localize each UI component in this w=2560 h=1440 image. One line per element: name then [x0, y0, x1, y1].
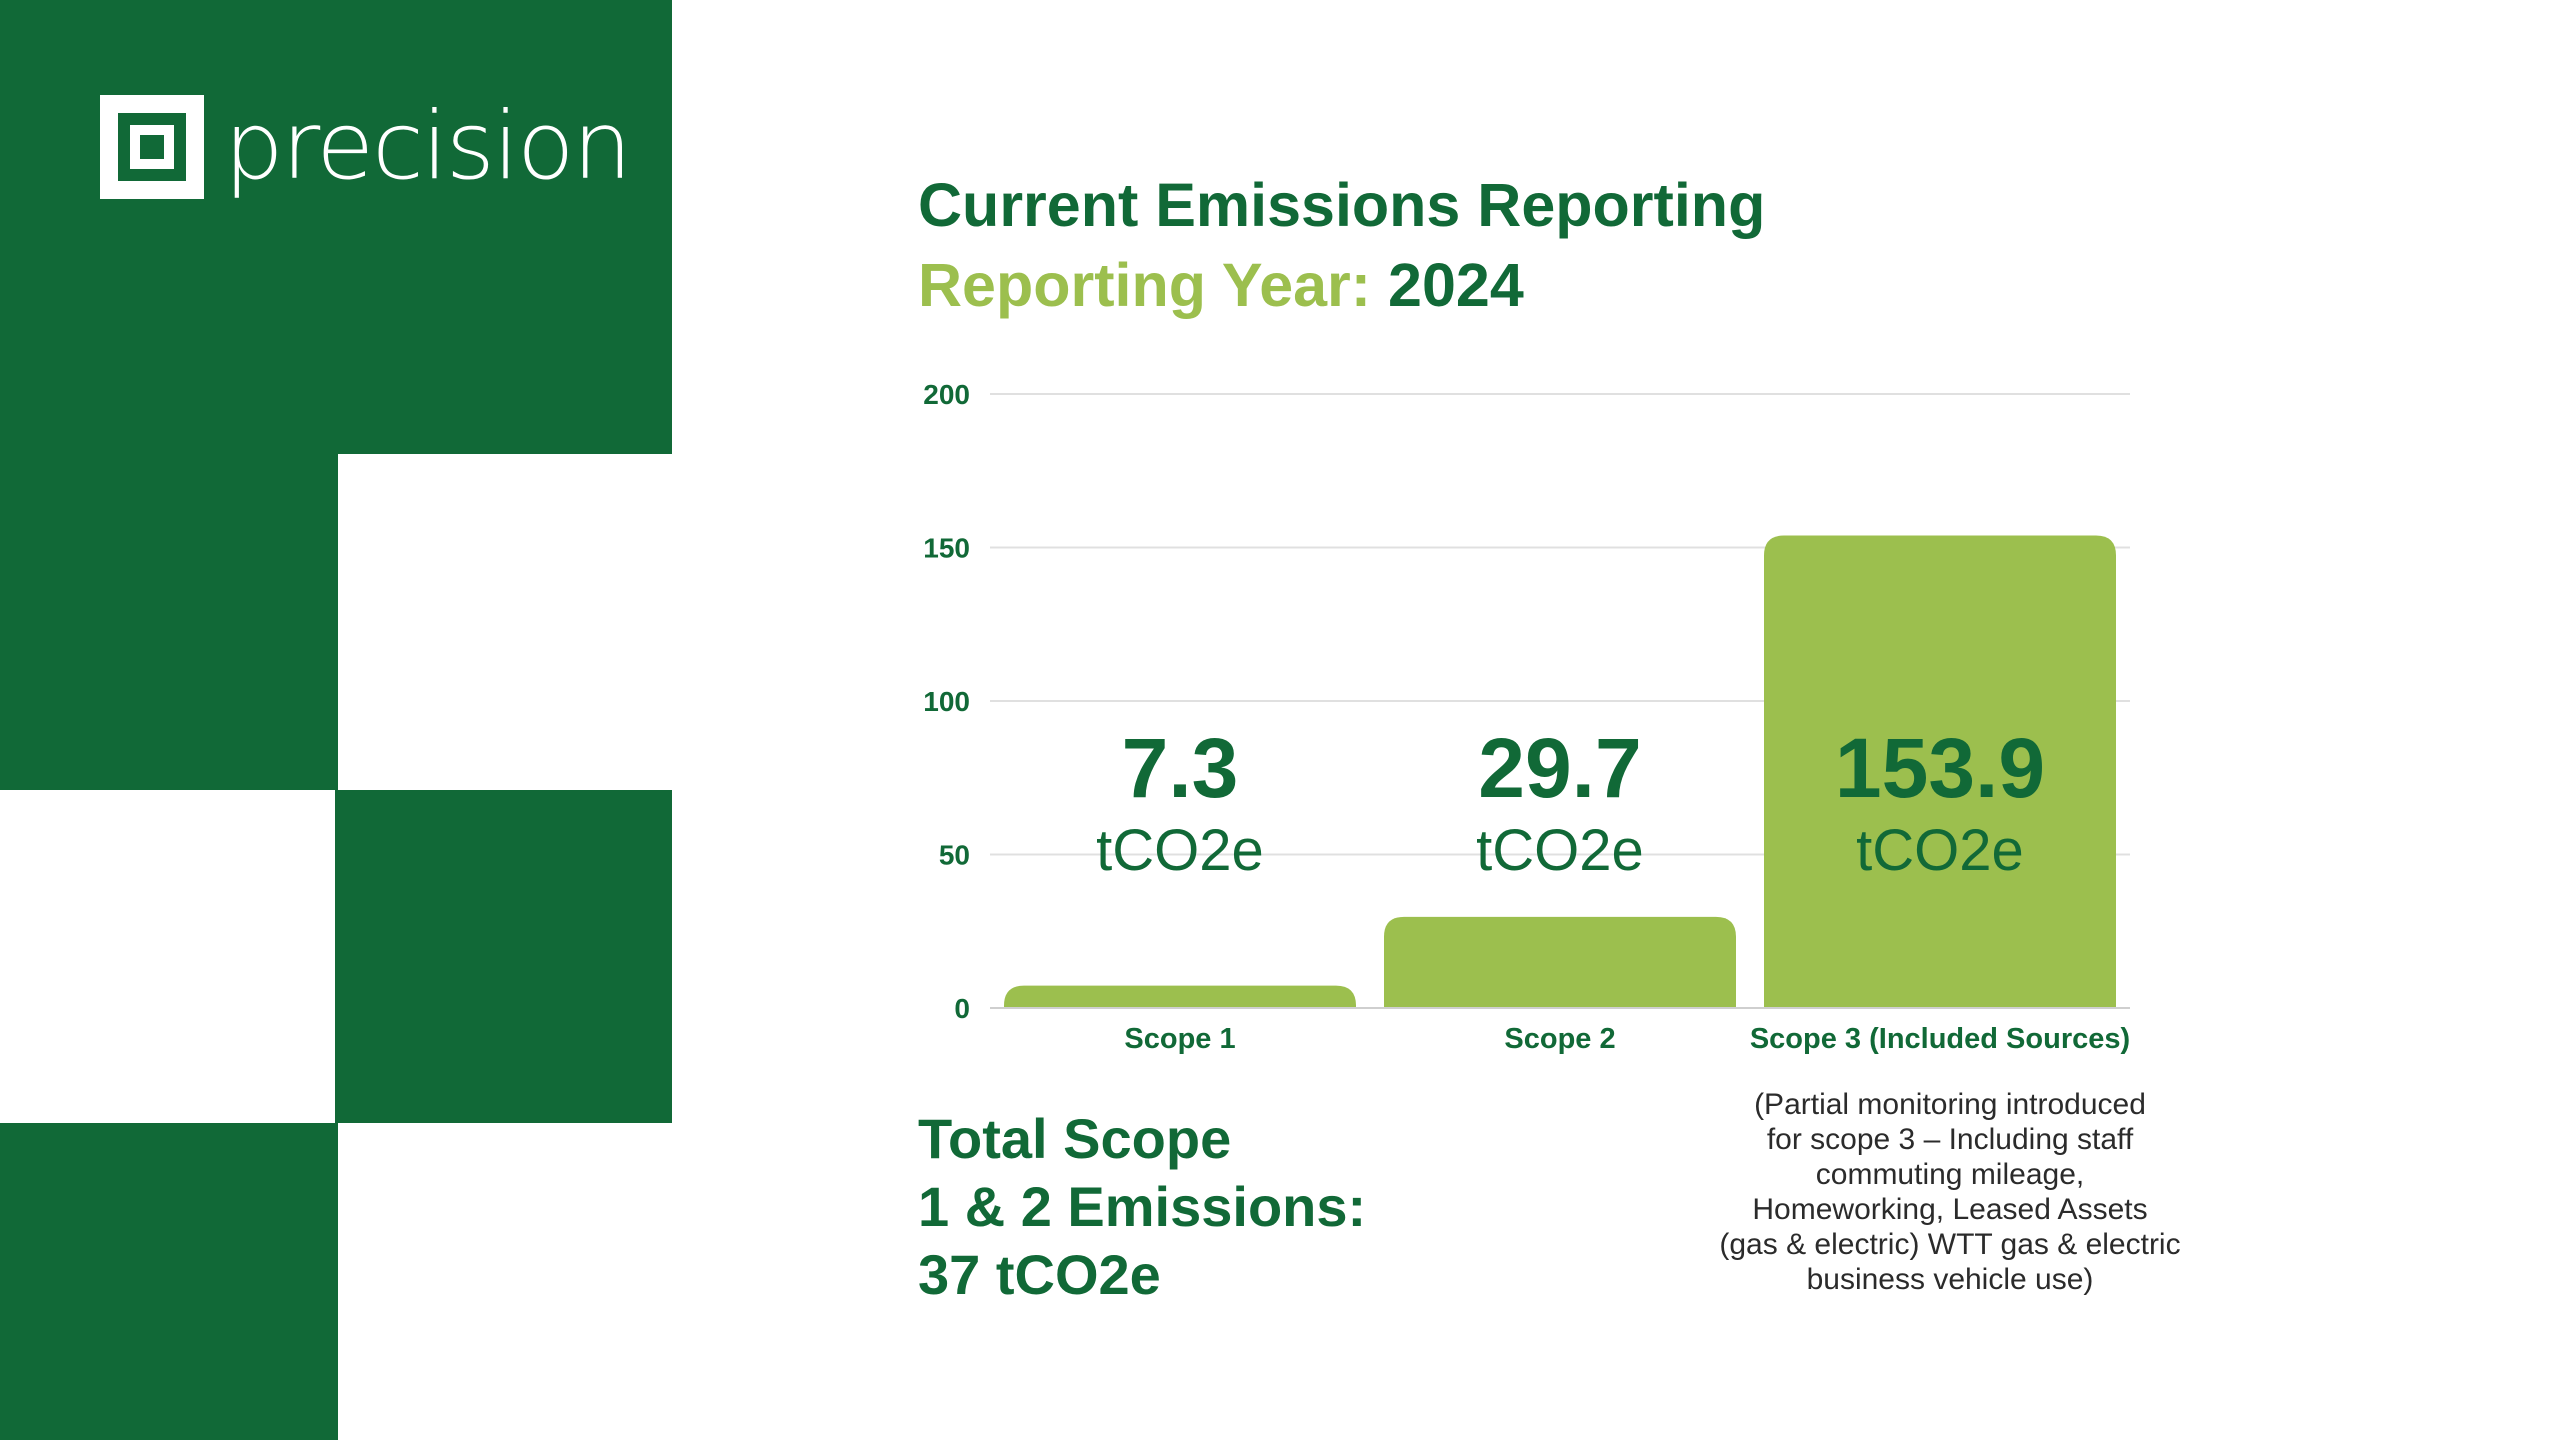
brand-block-left-upper	[0, 454, 338, 790]
data-value-label: 153.9	[1835, 721, 2045, 815]
reporting-year-label: Reporting Year:	[918, 251, 1372, 319]
bar-3	[1764, 535, 2116, 1008]
reporting-year: Reporting Year: 2024	[918, 251, 1524, 319]
bar-1	[1004, 985, 1356, 1008]
total-line-3: 37 tCO2e	[918, 1243, 1161, 1306]
data-unit-label: tCO2e	[1476, 818, 1644, 883]
bar-2	[1384, 916, 1736, 1008]
data-unit-label: tCO2e	[1856, 818, 2024, 883]
x-category-label: Scope 1	[1124, 1023, 1235, 1055]
logo-wordmark: precision	[224, 92, 632, 201]
y-tick-label: 100	[923, 686, 970, 717]
footnote-line: (gas & electric) WTT gas & electric	[1719, 1228, 2181, 1261]
x-category-label: Scope 3 (Included Sources)	[1750, 1023, 2130, 1055]
brand-block-top	[0, 0, 672, 454]
y-tick-label: 150	[923, 533, 970, 564]
logo: precision	[100, 92, 632, 202]
scope3-footnote: (Partial monitoring introduced for scope…	[1690, 1087, 2210, 1297]
footnote-line: (Partial monitoring introduced	[1754, 1088, 2146, 1121]
footnote-line: business vehicle use)	[1806, 1263, 2094, 1296]
precision-logo-icon	[100, 95, 204, 199]
y-tick-label: 50	[939, 840, 970, 871]
brand-block-left-lower	[0, 1123, 338, 1440]
y-tick-label: 200	[923, 379, 970, 410]
emissions-bar-chart: 0 50 100 150 200 Scope 1 Scope 2 Scope 3 (Inclu…	[923, 379, 2130, 1055]
total-line-2: 1 & 2 Emissions:	[918, 1175, 1367, 1238]
y-tick-label: 0	[954, 993, 970, 1024]
footnote-line: commuting mileage,	[1815, 1158, 2085, 1191]
brand-block-right-middle	[335, 790, 672, 1123]
total-scope-summary: Total Scope 1 & 2 Emissions: 37 tCO2e	[918, 1105, 1366, 1309]
data-unit-label: tCO2e	[1096, 818, 1264, 883]
footnote-line: for scope 3 – Including staff	[1766, 1123, 2134, 1156]
x-category-label: Scope 2	[1504, 1023, 1615, 1055]
page-title: Current Emissions Reporting	[918, 171, 1766, 239]
data-value-label: 29.7	[1478, 721, 1642, 815]
reporting-year-value: 2024	[1388, 251, 1524, 319]
data-value-label: 7.3	[1122, 721, 1239, 815]
footnote-line: Homeworking, Leased Assets	[1752, 1193, 2148, 1226]
total-line-1: Total Scope	[918, 1107, 1232, 1170]
